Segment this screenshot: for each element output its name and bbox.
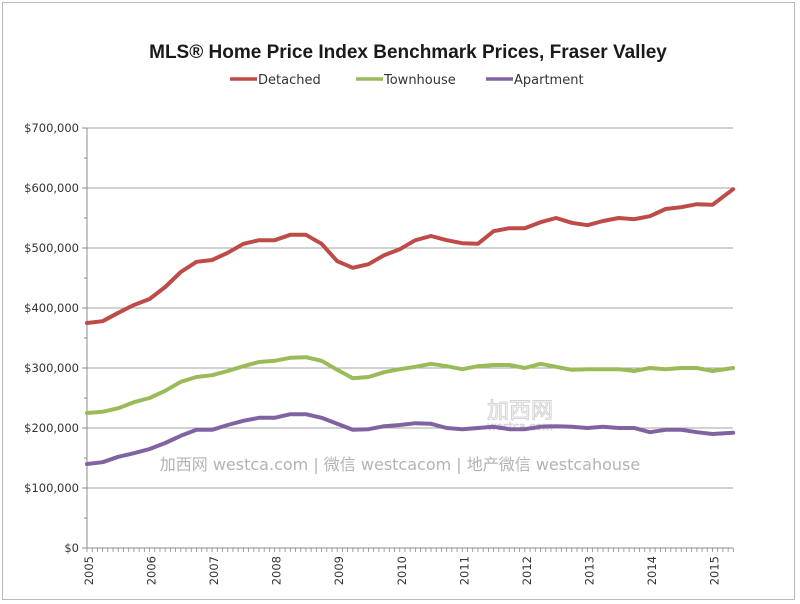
series-line-detached bbox=[85, 187, 736, 325]
x-tick-label: 2010 bbox=[395, 556, 409, 585]
y-tick-label: $100,000 bbox=[24, 481, 79, 495]
legend: Detached Townhouse Apartment bbox=[230, 73, 584, 88]
series-line-apartment bbox=[85, 412, 736, 466]
y-tick-label: $0 bbox=[64, 541, 79, 555]
y-tick-label: $500,000 bbox=[24, 241, 79, 255]
series-lines bbox=[85, 187, 736, 466]
legend-item-apartment: Apartment bbox=[486, 73, 584, 88]
watermark-logo-text: 加西网 bbox=[487, 399, 553, 424]
x-tick-label: 2008 bbox=[270, 556, 284, 585]
x-tick-label: 2015 bbox=[708, 556, 722, 585]
x-tick-label: 2007 bbox=[207, 556, 221, 585]
x-tick-label: 2006 bbox=[145, 556, 159, 585]
y-axis: $0 $100,000 $200,000 $300,000 $400,000 $500,0… bbox=[24, 121, 88, 555]
y-tick-label: $300,000 bbox=[24, 361, 79, 375]
legend-label: Townhouse bbox=[383, 73, 456, 88]
legend-item-detached: Detached bbox=[230, 73, 321, 88]
x-tick-label: 2013 bbox=[582, 556, 596, 585]
legend-item-townhouse: Townhouse bbox=[356, 73, 456, 88]
x-tick-label: 2011 bbox=[457, 556, 471, 585]
series-line-townhouse bbox=[85, 355, 736, 415]
x-tick-label: 2014 bbox=[645, 556, 659, 585]
x-axis: 2005 2006 2007 2008 2009 2010 2011 2012 2013 2014… bbox=[82, 547, 734, 585]
legend-label: Apartment bbox=[514, 73, 584, 88]
x-tick-label: 2009 bbox=[332, 556, 346, 585]
legend-label: Detached bbox=[258, 73, 321, 88]
watermark-text: 加西网 westca.com | 微信 westcacom | 地产微信 wes… bbox=[160, 455, 641, 474]
x-tick-label: 2012 bbox=[520, 556, 534, 585]
y-tick-label: $700,000 bbox=[24, 121, 79, 135]
y-tick-label: $200,000 bbox=[24, 421, 79, 435]
y-tick-label: $600,000 bbox=[24, 181, 79, 195]
y-tick-label: $400,000 bbox=[24, 301, 79, 315]
x-tick-label: 2005 bbox=[82, 556, 96, 585]
chart-title: MLS® Home Price Index Benchmark Prices, … bbox=[149, 42, 667, 63]
